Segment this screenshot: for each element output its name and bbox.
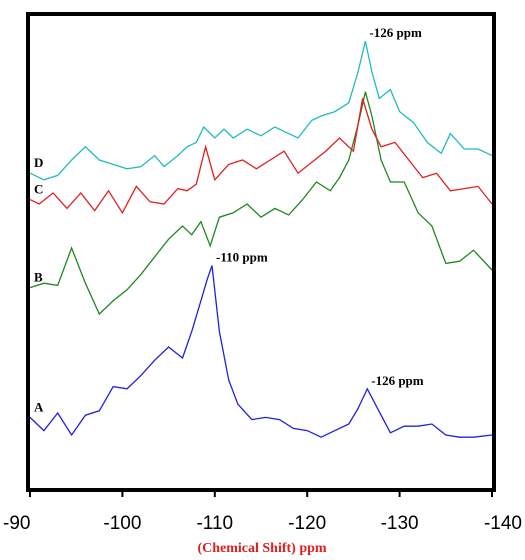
series-layer: [29, 41, 493, 438]
x-tick-label: -120: [288, 513, 326, 534]
series-label-a: A: [34, 399, 44, 414]
x-axis-label: (Chemical Shift) ppm: [197, 541, 326, 556]
series-line-b: [29, 91, 493, 316]
series-label-b: B: [34, 270, 43, 285]
x-tick-label: -140: [484, 513, 522, 534]
x-axis-ticks: -90 -100 -110 -120 -130 -140: [3, 490, 522, 534]
annotation-layer: -126 ppm -110 ppm -126 ppm: [216, 25, 424, 388]
series-line-a: [29, 265, 493, 438]
series-label-layer: A B CD: [34, 155, 44, 414]
series-line-d: [29, 41, 493, 181]
plot-frame: [26, 12, 496, 492]
peak-annotation: -110 ppm: [216, 250, 268, 265]
series-label-c: C: [34, 182, 43, 197]
x-tick-label: -90: [3, 513, 30, 534]
x-tick-label: -100: [103, 513, 141, 534]
series-label-d: D: [34, 155, 43, 170]
x-tick-label: -130: [381, 513, 419, 534]
series-line-c: [29, 98, 493, 215]
x-tick-label: -110: [196, 513, 233, 534]
peak-annotation: -126 ppm: [369, 25, 422, 40]
peak-annotation: -126 ppm: [371, 373, 424, 388]
